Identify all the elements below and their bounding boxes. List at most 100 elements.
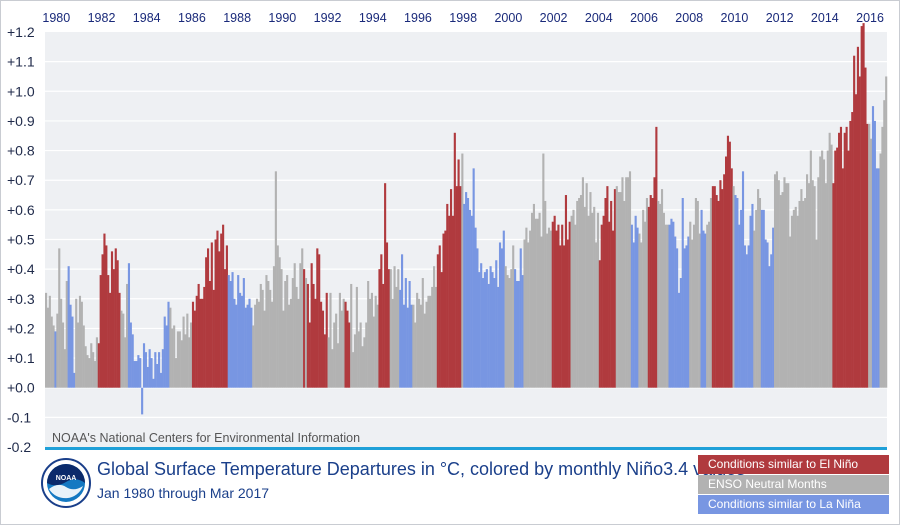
- bar-2012-05: [775, 171, 778, 388]
- bar-1982-08: [103, 233, 106, 388]
- bar-1991-04: [299, 263, 302, 388]
- bar-2011-11: [764, 239, 767, 388]
- bar-2016-10: [875, 168, 878, 388]
- bar-1999-07: [485, 269, 488, 388]
- bar-2013-02: [792, 209, 795, 388]
- bar-1994-06: [370, 292, 373, 388]
- bar-2003-04: [570, 215, 573, 388]
- bar-2015-03: [839, 126, 843, 388]
- bar-2005-03: [613, 189, 616, 388]
- bar-1981-12: [88, 358, 91, 388]
- svg-text:NOAA: NOAA: [56, 475, 77, 482]
- bar-1995-01: [384, 183, 387, 388]
- bar-2014-06: [822, 159, 826, 388]
- bar-1999-06: [483, 272, 487, 388]
- bar-2005-06: [619, 192, 622, 388]
- bar-1982-10: [107, 275, 110, 388]
- bar-2004-02: [589, 192, 592, 388]
- bar-2011-01: [745, 254, 748, 388]
- bar-1983-01: [112, 269, 115, 388]
- bar-2009-12: [721, 189, 724, 388]
- bar-1993-12: [359, 322, 362, 388]
- bar-1981-11: [86, 355, 89, 388]
- bar-1994-02: [363, 337, 366, 388]
- bar-2012-09: [783, 177, 786, 388]
- chart-subtitle: Jan 1980 through Mar 2017: [97, 485, 270, 501]
- bar-1995-03: [387, 269, 390, 388]
- bar-2012-12: [789, 236, 792, 388]
- bar-2001-07: [530, 212, 534, 388]
- bar-1996-02: [408, 281, 411, 388]
- x-tick-label: 1980: [42, 11, 70, 25]
- bar-1994-03: [365, 322, 368, 388]
- bar-2001-10: [536, 218, 539, 388]
- bar-1981-07: [78, 295, 82, 388]
- y-tick-label: +0.3: [7, 291, 35, 307]
- bar-2009-04: [706, 224, 709, 388]
- bar-1997-01: [429, 295, 432, 388]
- bar-1990-11: [289, 298, 293, 388]
- bar-1996-10: [423, 313, 426, 388]
- bar-2014-11: [832, 183, 835, 388]
- bar-1986-09: [195, 295, 198, 388]
- bar-1998-08: [465, 192, 468, 388]
- bar-1985-09: [173, 325, 176, 388]
- bar-1998-04: [457, 159, 460, 388]
- bar-2006-02: [634, 215, 637, 388]
- x-tick-label: 1992: [314, 11, 342, 25]
- bar-1998-05: [459, 186, 462, 388]
- bar-1994-04: [367, 281, 370, 388]
- bar-1999-09: [489, 266, 492, 388]
- bar-2007-06: [664, 224, 667, 388]
- bar-2001-01: [519, 248, 522, 388]
- bar-1992-07: [327, 337, 330, 388]
- bar-2010-04: [728, 141, 731, 388]
- bar-2005-02: [611, 230, 615, 388]
- bar-1996-12: [427, 295, 430, 388]
- bar-1984-09: [150, 358, 153, 388]
- bar-1986-12: [201, 298, 204, 388]
- bar-1981-01: [67, 266, 70, 388]
- bar-2013-11: [809, 150, 812, 388]
- bar-2001-05: [527, 242, 530, 388]
- bar-1980-04: [50, 316, 53, 388]
- bar-1996-11: [425, 301, 428, 388]
- bar-1980-07: [56, 313, 59, 388]
- bar-2017-02: [883, 100, 886, 388]
- bar-1985-07: [169, 307, 172, 388]
- bar-2008-01: [677, 292, 681, 388]
- bar-2017-03: [885, 76, 888, 388]
- bar-1988-05: [233, 298, 236, 388]
- bar-2009-02: [702, 230, 705, 388]
- bar-1994-12: [382, 283, 385, 388]
- bar-1994-07: [372, 316, 375, 388]
- bar-1986-01: [180, 340, 183, 388]
- bar-1995-10: [401, 254, 404, 388]
- bar-1992-06: [325, 292, 328, 388]
- bar-2010-05: [730, 168, 733, 388]
- bar-2004-06: [596, 212, 600, 388]
- bar-2016-05: [866, 123, 869, 388]
- bar-1998-02: [453, 132, 456, 388]
- bar-1987-02: [205, 257, 208, 388]
- bar-1995-02: [385, 242, 389, 388]
- bar-1996-03: [410, 304, 413, 388]
- bar-2007-10: [672, 221, 675, 388]
- bar-1987-12: [223, 269, 227, 388]
- bar-1980-05: [52, 325, 55, 388]
- bar-1980-10: [61, 322, 65, 388]
- bar-2009-10: [717, 200, 720, 388]
- y-tick-label: +0.6: [7, 202, 35, 218]
- bar-2008-10: [694, 198, 697, 388]
- x-tick-label: 1988: [223, 11, 251, 25]
- bar-1992-09: [331, 349, 334, 388]
- bar-2000-02: [498, 242, 502, 388]
- x-tick-label: 1984: [133, 11, 161, 25]
- bar-1991-10: [310, 263, 313, 388]
- bar-2015-04: [841, 168, 844, 388]
- bar-2006-09: [647, 206, 650, 388]
- bar-1985-03: [161, 349, 164, 388]
- bar-1989-05: [255, 298, 259, 388]
- bar-2015-05: [843, 132, 846, 388]
- bar-2011-02: [747, 245, 750, 388]
